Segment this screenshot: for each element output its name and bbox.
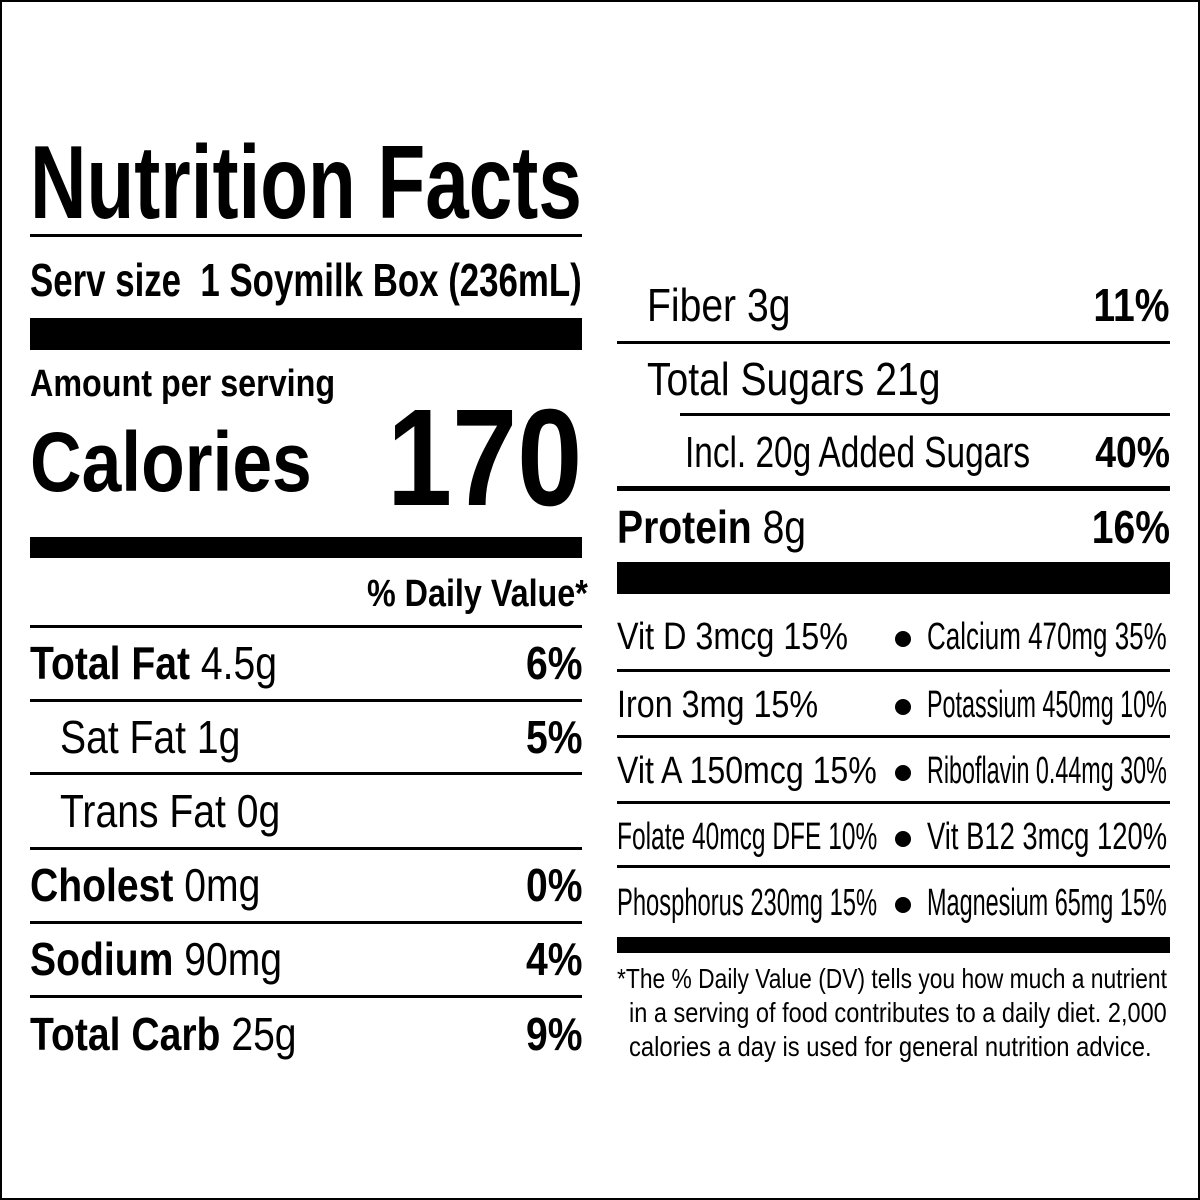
vitamin-row: Phosphorus 230mg 15% Magnesium 65mg 15%	[617, 880, 1170, 926]
thick-bar	[30, 537, 582, 558]
calories-text: Calories	[30, 415, 312, 509]
bullet-icon	[895, 765, 911, 781]
divider	[617, 341, 1170, 344]
thick-bar	[617, 937, 1170, 953]
nutrient-dv: 11%	[1093, 279, 1170, 331]
vitamin-row: Vit A 150mcg 15% Riboflavin 0.44mg 30%	[617, 748, 1170, 794]
bullet-icon	[895, 699, 911, 715]
nutrient-dv: 4%	[525, 933, 582, 985]
calories-number: 170	[386, 381, 582, 535]
nutrient-name: Sat Fat	[60, 711, 187, 763]
serving-value: 1 Soymilk Box (236mL)	[200, 254, 582, 306]
divider	[617, 735, 1170, 738]
nutrient-name: Protein	[617, 501, 752, 553]
nutrient-amount: 1g	[196, 711, 241, 763]
divider	[30, 234, 582, 237]
footnote-line: in a serving of food contributes to a da…	[629, 997, 1167, 1028]
vitamin-row: Folate 40mcg DFE 10% Vit B12 3mcg 120%	[617, 814, 1170, 860]
nutrient-name: Sodium	[30, 933, 174, 985]
bullet-icon	[895, 897, 911, 913]
vitamin-left: Vit A 150mcg 15%	[617, 750, 877, 792]
divider	[30, 699, 582, 702]
nutrient-amount: 25g	[231, 1008, 297, 1060]
footnote: *The % Daily Value (DV) tells you how mu…	[617, 962, 1177, 1064]
nutrient-row-total-carb: Total Carb 25g 9%	[30, 1007, 582, 1061]
dv-header: % Daily Value*	[328, 572, 588, 616]
divider	[30, 625, 582, 628]
amount-per-serving: Amount per serving	[30, 362, 389, 406]
title: Nutrition Facts	[30, 128, 764, 238]
vitamin-left: Vit D 3mcg 15%	[617, 616, 849, 658]
vitamin-right: Magnesium 65mg 15%	[927, 882, 1167, 924]
vitamin-right: Potassium 450mg 10%	[927, 684, 1167, 726]
vitamin-right: Calcium 470mg 35%	[927, 616, 1167, 658]
nutrient-name: Total Sugars	[647, 353, 865, 405]
vitamin-row: Iron 3mg 15% Potassium 450mg 10%	[617, 682, 1170, 728]
nutrient-name: Incl. 20g Added Sugars	[685, 428, 1030, 477]
amount-text: Amount per serving	[30, 363, 336, 405]
nutrient-row-protein: Protein 8g 16%	[617, 500, 1170, 554]
divider	[680, 413, 1170, 416]
vitamin-left: Folate 40mcg DFE 10%	[617, 816, 878, 858]
nutrient-name: Fiber	[647, 279, 737, 331]
footnote-line: *The % Daily Value (DV) tells you how mu…	[617, 963, 1167, 994]
divider	[617, 669, 1170, 672]
nutrient-amount: 0mg	[184, 859, 261, 911]
divider	[617, 801, 1170, 804]
thick-bar	[617, 562, 1170, 594]
nutrient-dv: 16%	[1091, 501, 1170, 553]
divider	[30, 847, 582, 850]
nutrient-amount: 3g	[746, 279, 791, 331]
vitamin-right: Vit B12 3mcg 120%	[927, 816, 1168, 858]
divider	[30, 921, 582, 924]
nutrient-row-total-fat: Total Fat 4.5g 6%	[30, 636, 582, 690]
nutrient-row-trans-fat: Trans Fat 0g	[30, 784, 582, 838]
vitamin-row: Vit D 3mcg 15% Calcium 470mg 35%	[617, 614, 1170, 660]
nutrient-name: Total Carb	[30, 1008, 221, 1060]
nutrient-name: Total Fat	[30, 637, 191, 689]
serving-size: Serv size 1 Soymilk Box (236mL)	[30, 252, 759, 308]
nutrient-dv: 5%	[525, 711, 582, 763]
nutrient-dv: 0%	[525, 859, 582, 911]
nutrient-dv: 6%	[525, 637, 582, 689]
footnote-line: calories a day is used for general nutri…	[629, 1031, 1152, 1062]
nutrient-amount: 0g	[236, 785, 281, 837]
nutrient-amount: 21g	[875, 353, 941, 405]
calories-value: 170	[352, 388, 582, 528]
nutrient-row-total-sugars: Total Sugars 21g	[617, 352, 1170, 406]
nutrient-row-added-sugars: Incl. 20g Added Sugars 40%	[617, 426, 1170, 480]
thick-bar	[30, 318, 582, 350]
nutrient-name: Cholest	[30, 859, 174, 911]
nutrient-amount: 8g	[762, 501, 807, 553]
nutrient-row-sodium: Sodium 90mg 4%	[30, 932, 582, 986]
divider	[30, 772, 582, 775]
bullet-icon	[895, 831, 911, 847]
divider	[30, 995, 582, 998]
nutrient-row-cholesterol: Cholest 0mg 0%	[30, 858, 582, 912]
vitamin-right: Riboflavin 0.44mg 30%	[927, 750, 1167, 792]
nutrient-dv: 40%	[1095, 428, 1170, 477]
title-text: Nutrition Facts	[30, 125, 582, 241]
vitamin-left: Phosphorus 230mg 15%	[617, 882, 878, 924]
nutrient-name: Trans Fat	[60, 785, 226, 837]
vitamin-left: Iron 3mg 15%	[617, 684, 819, 726]
bullet-icon	[895, 631, 911, 647]
nutrient-row-sat-fat: Sat Fat 1g 5%	[30, 710, 582, 764]
nutrient-dv: 9%	[525, 1008, 582, 1060]
nutrient-row-fiber: Fiber 3g 11%	[617, 278, 1170, 332]
divider	[617, 865, 1170, 868]
nutrient-amount: 4.5g	[200, 637, 277, 689]
calories-label: Calories	[30, 412, 362, 512]
dv-header-text: % Daily Value*	[367, 573, 588, 615]
serving-label: Serv size	[30, 254, 182, 306]
nutrient-amount: 90mg	[184, 933, 283, 985]
divider	[617, 486, 1170, 491]
